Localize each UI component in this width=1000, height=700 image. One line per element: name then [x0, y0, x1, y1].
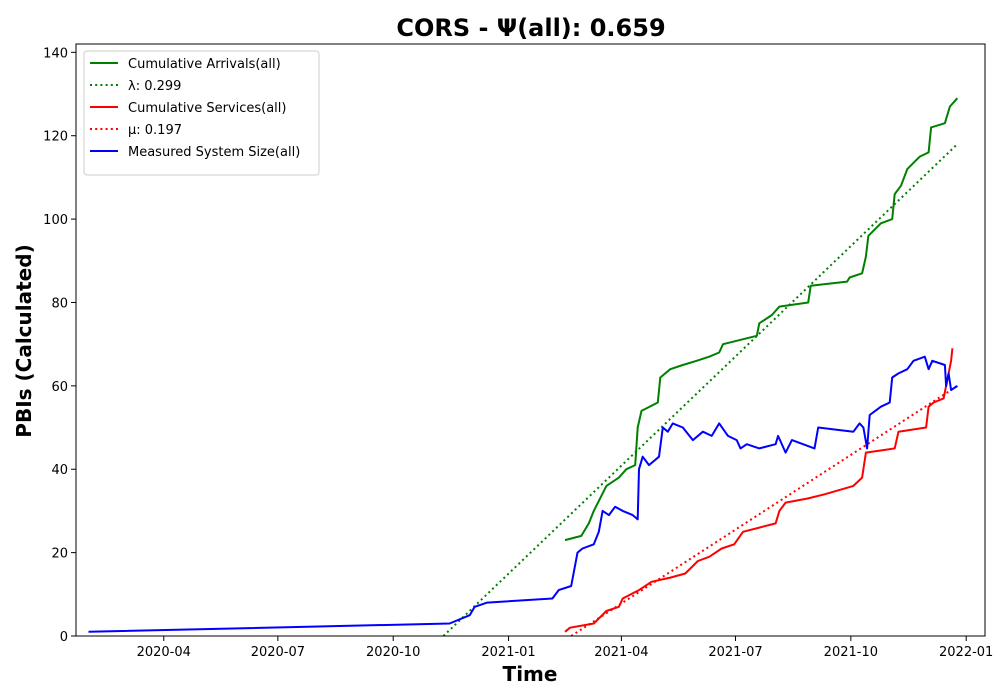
legend-item: Cumulative Arrivals(all) — [90, 57, 281, 72]
y-axis: 0 20 40 60 80 100 120 140 — [43, 46, 76, 645]
x-tick-label: 2022-01 — [939, 645, 993, 660]
y-tick-label: 100 — [43, 213, 68, 228]
chart-title: CORS - Ψ(all): 0.659 — [396, 14, 665, 42]
series-line-0-197 — [570, 385, 958, 636]
legend-item: λ: 0.299 — [90, 79, 181, 94]
legend: Cumulative Arrivals(all) λ: 0.299 Cumulati… — [83, 50, 320, 176]
legend-label: μ: 0.197 — [128, 123, 182, 138]
y-tick-label: 20 — [51, 547, 68, 562]
y-tick-label: 60 — [51, 380, 68, 395]
series-line-cumulative-arrivals-all — [564, 97, 959, 542]
x-axis-label: Time — [503, 662, 558, 686]
x-tick-label: 2020-10 — [366, 645, 420, 660]
y-tick-label: 120 — [43, 130, 68, 145]
plot-frame — [75, 43, 986, 637]
legend-label: Measured System Size(all) — [128, 145, 300, 160]
x-tick-label: 2021-04 — [594, 645, 648, 660]
x-axis: 2020-04 2020-07 2020-10 2021-01 2021-04 2021-… — [137, 636, 993, 660]
series-line-cumulative-services-all — [564, 348, 954, 633]
y-tick-label: 80 — [51, 296, 68, 311]
y-tick-label: 0 — [60, 630, 68, 645]
legend-label: Cumulative Services(all) — [128, 101, 286, 116]
legend-box — [83, 50, 320, 176]
x-tick-label: 2020-07 — [251, 645, 305, 660]
y-tick-label: 40 — [51, 463, 68, 478]
series-line-measured-system-size-all — [88, 355, 958, 633]
legend-label: λ: 0.299 — [128, 79, 181, 94]
y-axis-label: PBIs (Calculated) — [12, 244, 36, 437]
series-layer — [88, 97, 959, 636]
series-line-0-299 — [442, 143, 959, 636]
x-tick-label: 2021-07 — [708, 645, 762, 660]
x-tick-label: 2020-04 — [137, 645, 191, 660]
legend-label: Cumulative Arrivals(all) — [128, 57, 281, 72]
legend-item: μ: 0.197 — [90, 123, 182, 138]
x-tick-label: 2021-01 — [481, 645, 535, 660]
x-tick-label: 2021-10 — [824, 645, 878, 660]
legend-item: Cumulative Services(all) — [90, 101, 286, 116]
y-tick-label: 140 — [43, 46, 68, 61]
legend-item: Measured System Size(all) — [90, 145, 300, 160]
